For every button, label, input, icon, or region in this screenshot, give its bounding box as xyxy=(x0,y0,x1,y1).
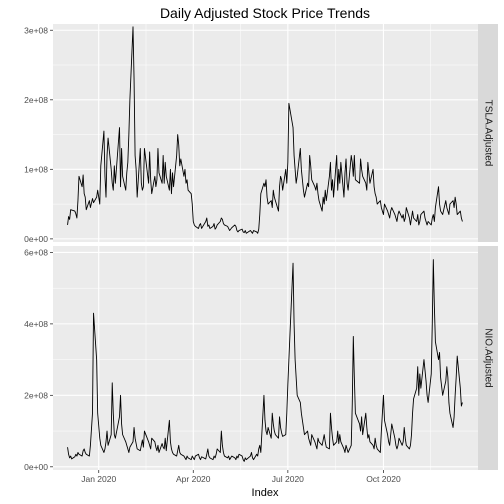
y-tick-label: 3e+08 xyxy=(24,25,48,35)
chart-title: Daily Adjusted Stock Price Trends xyxy=(160,5,370,21)
panel-nio-y-axis: 0e+00 2e+08 4e+08 6e+08 xyxy=(24,247,53,472)
panel-nio-gridlines xyxy=(53,246,478,470)
panel-tsla: TSLA.Adjusted 0e+00 1e+08 2e+08 3e+08 xyxy=(24,24,498,244)
y-tick-label: 1e+08 xyxy=(24,164,48,174)
panel-tsla-strip-label: TSLA.Adjusted xyxy=(483,100,494,167)
x-tick-label: Jan 2020 xyxy=(81,474,116,484)
y-tick-label: 4e+08 xyxy=(24,319,48,329)
y-tick-label: 0e+00 xyxy=(24,234,48,244)
x-axis: Jan 2020 Apr 2020 Jul 2020 Oct 2020 xyxy=(81,470,401,484)
series-line-tsla-adjusted xyxy=(67,26,463,234)
panel-tsla-gridlines xyxy=(53,24,478,242)
x-tick-label: Oct 2020 xyxy=(366,474,401,484)
panel-tsla-background xyxy=(53,24,478,242)
y-tick-label: 2e+08 xyxy=(24,95,48,105)
x-tick-label: Apr 2020 xyxy=(176,474,211,484)
panel-nio-strip xyxy=(478,246,498,470)
y-tick-label: 2e+08 xyxy=(24,390,48,400)
panel-tsla-strip xyxy=(478,24,498,242)
y-tick-label: 0e+00 xyxy=(24,462,48,472)
panel-nio-strip-label: NIO.Adjusted xyxy=(483,328,494,387)
panel-tsla-y-axis: 0e+00 1e+08 2e+08 3e+08 xyxy=(24,25,53,244)
panel-nio: NIO.Adjusted 0e+00 2e+08 4e+08 6e+08 xyxy=(24,246,498,472)
y-tick-label: 6e+08 xyxy=(24,247,48,257)
x-tick-label: Jul 2020 xyxy=(272,474,304,484)
x-axis-title: Index xyxy=(252,487,279,499)
panel-nio-background xyxy=(53,246,478,470)
series-line-nio-adjusted xyxy=(67,259,463,462)
